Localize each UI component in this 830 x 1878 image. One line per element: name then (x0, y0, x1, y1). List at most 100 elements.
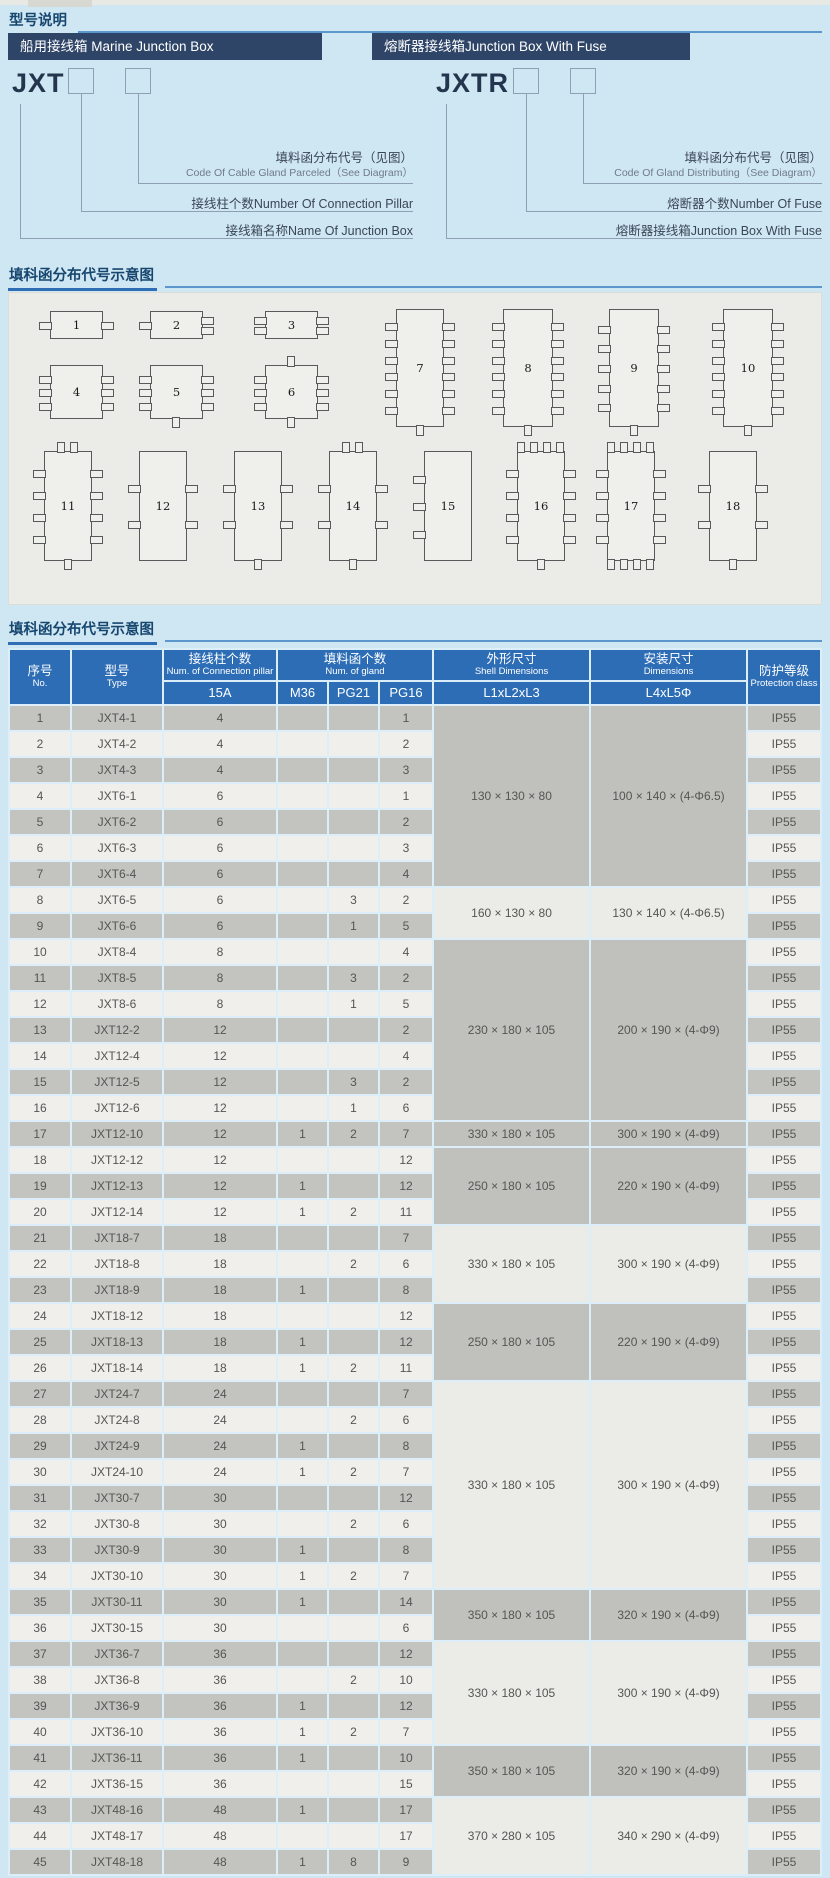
cell-protection: IP55 (748, 1616, 821, 1640)
cell-pg21 (329, 1590, 378, 1614)
gland-tab (492, 322, 505, 331)
gland-tab (90, 514, 103, 522)
cell-15a: 30 (164, 1590, 276, 1614)
gland-tab (185, 484, 198, 493)
cell-type: JXT6-3 (72, 836, 162, 860)
gland-tab (598, 365, 611, 373)
cell-no: 14 (10, 1044, 70, 1068)
model-code-diagrams: JXT 填料函分布代号（见图） Code Of Cable Gland Parc… (8, 62, 822, 262)
gland-tab (653, 536, 666, 544)
table-row: 18 JXT12-12 12 12 250 × 180 × 105 220 × 190 ×… (10, 1148, 821, 1224)
gland-tab (128, 521, 141, 530)
cell-15a: 6 (164, 810, 276, 834)
cell-protection: IP55 (748, 1304, 821, 1328)
gland-tab (771, 356, 784, 365)
cell-m36: 1 (278, 1538, 327, 1562)
model-code-jxt: JXT (12, 68, 65, 98)
diagram-box-2: 2 (139, 311, 214, 339)
cell-pg16: 5 (380, 914, 433, 938)
gland-tab (653, 514, 666, 522)
gland-tab (254, 402, 267, 411)
model-code-jxtr: JXTR (436, 68, 510, 98)
cell-pg16: 8 (380, 1278, 433, 1302)
connector-line (81, 211, 413, 212)
cell-m36 (278, 1512, 327, 1536)
gland-tab (139, 322, 152, 330)
cell-shell-dimensions: 350 × 180 × 105 (434, 1590, 590, 1640)
diagram-box-number: 1 (72, 318, 81, 332)
cell-m36 (278, 1824, 327, 1848)
jxtr-code-box-1 (513, 68, 539, 94)
gland-tab (101, 375, 114, 384)
gland-distribution-panel: 1 2 3 4 5 6 7 8 9 10 11 12 13 14 15 16 17 18 (8, 292, 822, 605)
col-header-no-en: No. (32, 678, 48, 690)
table-row: 23 JXT18-9 18 1 8 IP55 (10, 1278, 821, 1302)
cell-no: 22 (10, 1252, 70, 1276)
gland-tab (563, 536, 576, 544)
gland-tab (33, 492, 46, 500)
banner-marine-junction-box: 船用接线箱 Marine Junction Box (8, 33, 322, 60)
gland-tab (101, 389, 114, 397)
cell-protection: IP55 (748, 992, 821, 1016)
cell-15a: 36 (164, 1694, 276, 1718)
col-header-pillar: 接线柱个数 Num. of Connection pillar (164, 650, 276, 680)
cell-no: 43 (10, 1798, 70, 1822)
cell-m36: 1 (278, 1694, 327, 1718)
diagram-box-number: 12 (155, 499, 171, 513)
cell-mount-dimensions: 100 × 140 × (4-Φ6.5) (591, 706, 747, 886)
section-gland-diagram: 填科函分布代号示意图 (8, 264, 822, 291)
cell-pg16: 6 (380, 1616, 433, 1640)
table-row: 11 JXT8-5 8 3 2 IP55 (10, 966, 821, 990)
gland-tab (657, 365, 670, 373)
gland-tab (633, 559, 641, 570)
cell-protection: IP55 (748, 940, 821, 964)
connector-line (81, 94, 82, 211)
table-row: 35 JXT30-11 30 1 14 350 × 180 × 105 320 × 190 … (10, 1590, 821, 1640)
cell-no: 27 (10, 1382, 70, 1406)
gland-tab (492, 373, 505, 382)
cell-15a: 12 (164, 1122, 276, 1146)
cell-m36: 1 (278, 1278, 327, 1302)
diagram-box-number: 6 (287, 385, 296, 399)
gland-tab (254, 389, 267, 397)
gland-tab (385, 356, 398, 365)
table-row: 28 JXT24-8 24 2 6 IP55 (10, 1408, 821, 1432)
cell-protection: IP55 (748, 1642, 821, 1666)
gland-tab (506, 470, 519, 478)
gland-tab (90, 536, 103, 544)
cell-type: JXT8-5 (72, 966, 162, 990)
diagram-box-15: 15 (413, 451, 472, 561)
gland-tab (620, 559, 628, 570)
label-fuse-count: 熔断器个数Number Of Fuse (667, 197, 822, 211)
gland-tab (653, 492, 666, 500)
table-row: 42 JXT36-15 36 15 IP55 (10, 1772, 821, 1796)
cell-type: JXT48-16 (72, 1798, 162, 1822)
cell-type: JXT36-11 (72, 1746, 162, 1770)
cell-protection: IP55 (748, 810, 821, 834)
gland-tab (128, 484, 141, 493)
cell-pg16: 12 (380, 1174, 433, 1198)
connector-line (526, 211, 822, 212)
connector-line (446, 104, 447, 238)
cell-no: 16 (10, 1096, 70, 1120)
diagram-box-1: 1 (39, 311, 114, 339)
col-subheader-pg21: PG21 (329, 682, 378, 704)
cell-protection: IP55 (748, 1564, 821, 1588)
cell-m36: 1 (278, 1200, 327, 1224)
cell-15a: 6 (164, 836, 276, 860)
gland-tab (633, 442, 641, 453)
gland-tab (316, 317, 329, 326)
cell-m36: 1 (278, 1590, 327, 1614)
gland-tab (39, 402, 52, 411)
cell-pg21 (329, 940, 378, 964)
cell-type: JXT48-18 (72, 1850, 162, 1874)
cell-15a: 6 (164, 914, 276, 938)
gland-tab (646, 559, 654, 570)
cell-15a: 36 (164, 1720, 276, 1744)
cell-no: 2 (10, 732, 70, 756)
gland-tab (620, 442, 628, 453)
gland-tab (280, 521, 293, 530)
cell-pg21 (329, 1044, 378, 1068)
cell-m36 (278, 1226, 327, 1250)
table-row: 31 JXT30-7 30 12 IP55 (10, 1486, 821, 1510)
